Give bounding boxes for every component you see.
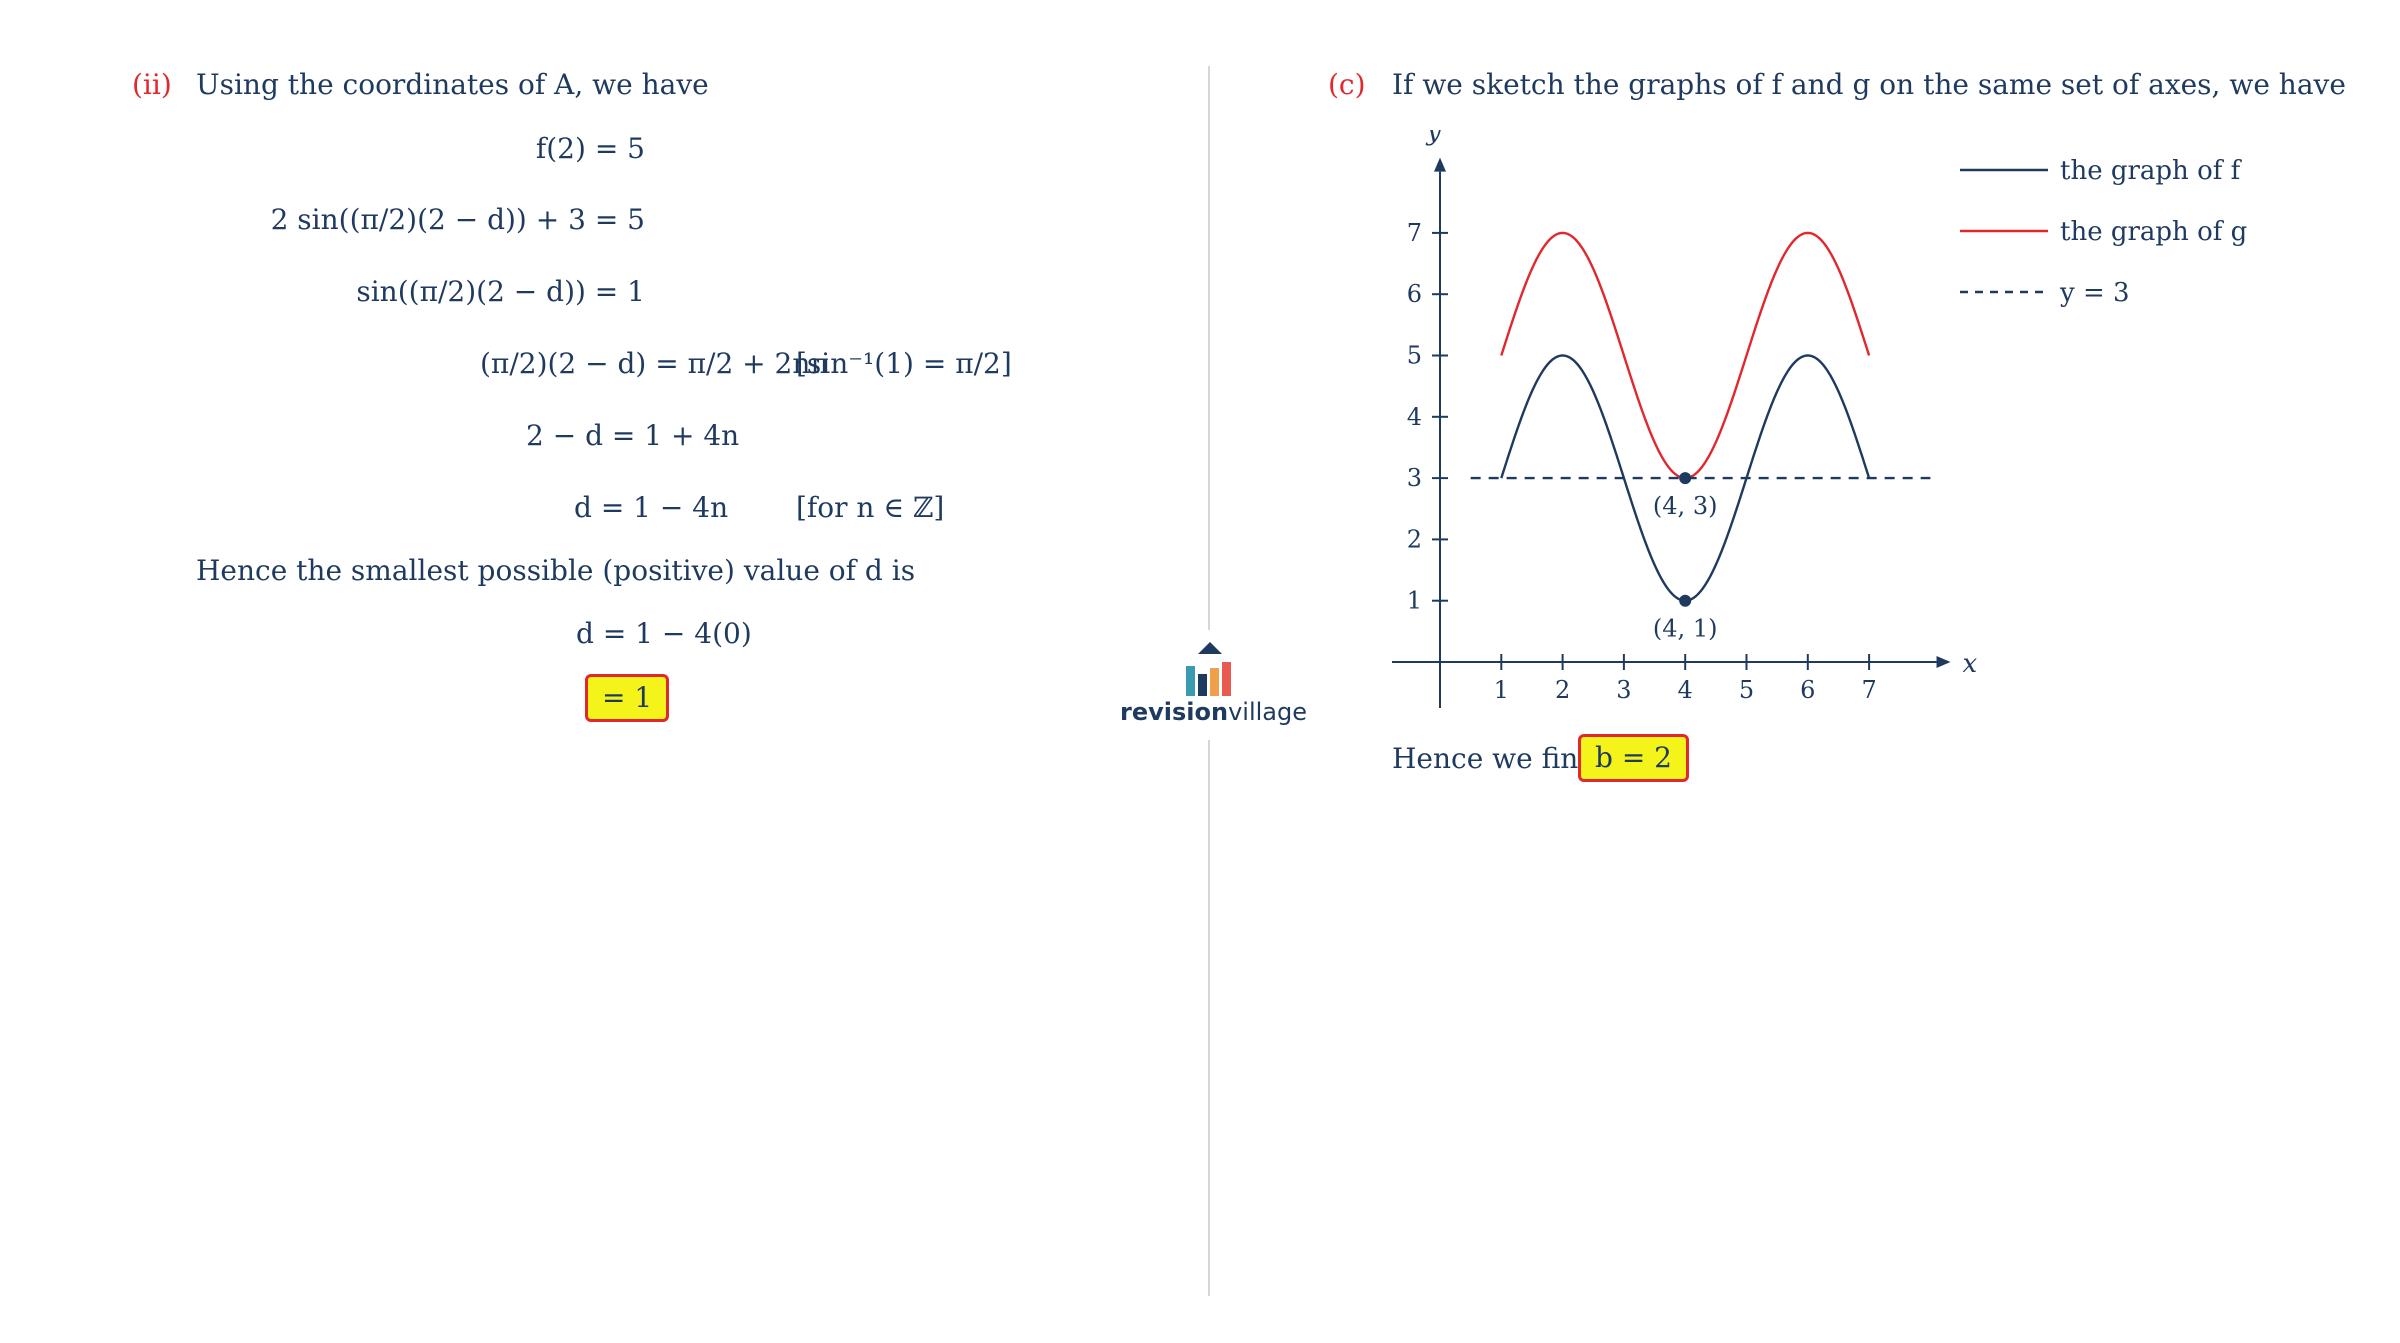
left-intro: Using the coordinates of A, we have xyxy=(196,68,709,101)
y-tick-label: 6 xyxy=(1407,280,1422,308)
legend-label: the graph of f xyxy=(2060,156,2243,186)
right-intro: If we sketch the graphs of f and g on th… xyxy=(1392,68,2346,101)
part-label-c: (c) xyxy=(1328,68,1366,101)
y-tick-label: 4 xyxy=(1407,403,1422,431)
y-axis-arrow-icon xyxy=(1434,157,1446,172)
revision-village-logo: revisionvillage xyxy=(1120,636,1307,736)
sketch-graph: x y 1 2 3 4 5 6 7 1 2 3 4 5 6 7 (4, 3) (4, 1) the graph… xyxy=(1392,130,2247,708)
y-tick-label: 5 xyxy=(1407,342,1422,370)
logo-bars-icon xyxy=(1186,660,1234,696)
x-tick-label: 6 xyxy=(1800,676,1815,704)
right-answer-box: b = 2 xyxy=(1578,734,1689,782)
step-2: 2 sin((π/2)(2 − d)) + 3 = 5 xyxy=(270,203,645,236)
note-n: [for n ∈ ℤ] xyxy=(796,491,945,524)
step-4: (π/2)(2 − d) = π/2 + 2nπ xyxy=(480,347,829,380)
logo-text: revisionvillage xyxy=(1120,698,1307,726)
point-marker xyxy=(1679,594,1692,607)
y-tick-label: 3 xyxy=(1407,464,1422,492)
left-conclusion: Hence the smallest possible (positive) v… xyxy=(196,554,916,587)
step-3: sin((π/2)(2 − d)) = 1 xyxy=(356,275,645,308)
left-answer-box: = 1 xyxy=(585,674,670,722)
y-tick-label: 2 xyxy=(1407,525,1422,553)
y-tick-label: 7 xyxy=(1407,219,1422,247)
x-axis-arrow-icon xyxy=(1936,656,1951,668)
x-tick-label: 5 xyxy=(1739,676,1754,704)
x-tick-label: 3 xyxy=(1616,676,1631,704)
point-label: (4, 3) xyxy=(1653,492,1718,520)
logo-roof-icon xyxy=(1198,642,1222,654)
x-tick-label: 4 xyxy=(1678,676,1693,704)
point-label: (4, 1) xyxy=(1653,615,1718,643)
step-5: 2 − d = 1 + 4n xyxy=(526,419,740,452)
right-answer: b = 2 xyxy=(1578,734,1689,782)
x-tick-label: 1 xyxy=(1494,676,1509,704)
legend-label: y = 3 xyxy=(2059,278,2130,308)
y-axis-label: y xyxy=(1426,130,1442,147)
left-answer: = 1 xyxy=(585,674,670,722)
x-tick-label: 2 xyxy=(1555,676,1570,704)
legend-label: the graph of g xyxy=(2060,217,2247,247)
note-sin: [sin⁻¹(1) = π/2] xyxy=(796,347,1012,380)
right-conclusion: Hence we find xyxy=(1392,742,1597,775)
y-tick-label: 1 xyxy=(1407,587,1422,615)
final-step: d = 1 − 4(0) xyxy=(576,617,752,650)
x-tick-label: 7 xyxy=(1861,676,1876,704)
x-axis-label: x xyxy=(1963,649,1978,679)
step-1: f(2) = 5 xyxy=(535,132,645,165)
point-marker xyxy=(1679,472,1692,485)
series-line-g xyxy=(1500,231,1871,480)
part-label-ii: (ii) xyxy=(132,68,172,101)
step-6: d = 1 − 4n xyxy=(574,491,729,524)
